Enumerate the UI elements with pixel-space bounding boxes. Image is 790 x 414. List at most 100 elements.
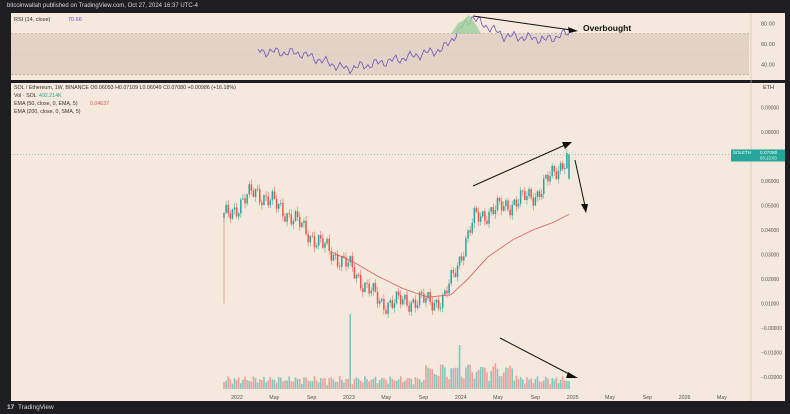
volume-bar [305, 377, 307, 389]
legend-ema200-label: EMA (200, close, 0, SMA, 5) [14, 109, 81, 115]
candle-body [288, 213, 290, 215]
candle-body [250, 184, 253, 191]
volume-bar [446, 376, 448, 389]
volume-bar [307, 380, 309, 389]
volume-bar [227, 376, 230, 389]
candle-body [549, 176, 551, 182]
x-tick-label: Sep [307, 395, 316, 401]
volume-bar [368, 381, 370, 389]
x-tick-label: May [605, 395, 615, 401]
candle-body [322, 238, 324, 248]
volume-bar [387, 383, 389, 389]
volume-bar [359, 380, 362, 389]
volume-bar [334, 382, 337, 389]
x-tick-label: 2024 [455, 395, 467, 401]
volume-bar [292, 381, 295, 389]
volume-bar [376, 383, 379, 389]
volume-bar [471, 372, 474, 389]
volume-bar [505, 367, 507, 389]
x-tick-label: 2026 [679, 395, 691, 401]
candle-body [389, 300, 391, 303]
volume-bar [349, 314, 352, 389]
candle-body [521, 190, 524, 192]
volume-bar [231, 383, 234, 389]
volume-bar [248, 380, 251, 389]
volume-bar [355, 377, 358, 389]
candle-body [290, 214, 293, 225]
volume-bar [296, 379, 299, 389]
x-tick-label: 2022 [231, 395, 243, 401]
down-arrow [574, 159, 586, 207]
candle-body [275, 199, 278, 209]
candle-body [387, 302, 389, 314]
volume-bar [267, 380, 269, 389]
candle-body [240, 199, 242, 214]
volume-bar [532, 383, 535, 389]
price-ytick: 0.03000 [761, 252, 779, 258]
volume-bar [332, 379, 335, 389]
volume-bar [488, 380, 490, 389]
candle-body [399, 295, 402, 305]
volume-bar [515, 375, 518, 389]
candle-body [509, 209, 511, 216]
candle-body [564, 168, 566, 170]
volume-bar [492, 366, 495, 389]
current-price-box [731, 149, 785, 162]
candle-body [543, 178, 545, 195]
candle-body [227, 204, 229, 214]
volume-bar [429, 368, 431, 389]
footer-brand[interactable]: 17 TradingView [7, 404, 54, 411]
candle-body [296, 211, 299, 217]
candle-body [284, 216, 286, 222]
volume-bar [393, 380, 396, 389]
candle-body [442, 294, 444, 308]
volume-bar [330, 377, 333, 389]
volume-trend-arrow [499, 337, 572, 376]
volume-bar [385, 379, 387, 389]
volume-bar [235, 380, 238, 389]
volume-bar [551, 378, 553, 389]
candle-body [280, 202, 282, 204]
candle-body [273, 191, 276, 200]
volume-bar [528, 379, 530, 389]
candle-body [555, 171, 558, 180]
candle-body [383, 298, 385, 310]
price-ytick: 0.04000 [761, 228, 779, 234]
rsi-title: RSI (14, close) [14, 17, 51, 23]
volume-bar [298, 378, 301, 389]
volume-bar [263, 376, 265, 389]
candle-body [532, 197, 534, 206]
candle-body [456, 265, 459, 278]
candle-body [330, 250, 333, 261]
candle-body [345, 257, 347, 267]
candle-body [395, 291, 398, 304]
volume-bar [458, 345, 461, 389]
volume-bar [246, 380, 248, 389]
candle-body [559, 163, 562, 171]
volume-bar [362, 382, 364, 389]
volume-bar [433, 373, 436, 389]
candle-body [397, 291, 400, 296]
candle-body [444, 290, 446, 295]
candle-body [534, 197, 537, 206]
candle-body [334, 254, 337, 256]
candle-body [237, 213, 240, 217]
volume-bar [326, 384, 328, 389]
currency-badge: ETH [763, 85, 774, 91]
legend-vol-label: Vol · SOL [14, 93, 37, 99]
candle-body [448, 283, 450, 294]
candle-body [423, 293, 425, 303]
volume-bar [435, 374, 438, 389]
candle-body [324, 243, 326, 248]
candle-body [568, 154, 570, 179]
candle-body [404, 294, 406, 300]
volume-bar [460, 376, 463, 389]
legend-ema50-value: 0.04637 [90, 101, 109, 107]
volume-bar [353, 378, 356, 389]
volume-bar [404, 380, 406, 389]
volume-bar [412, 384, 415, 389]
volume-bar [481, 367, 484, 389]
price-ytick: 0.02000 [761, 277, 779, 283]
volume-bar [399, 376, 402, 389]
volume-bar [378, 379, 381, 389]
